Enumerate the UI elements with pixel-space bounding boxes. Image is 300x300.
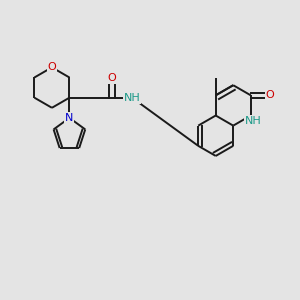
Text: O: O <box>47 62 56 72</box>
Text: O: O <box>107 74 116 83</box>
Text: O: O <box>266 90 274 100</box>
Text: N: N <box>65 113 74 123</box>
Text: NH: NH <box>124 93 140 103</box>
Text: NH: NH <box>245 116 262 126</box>
